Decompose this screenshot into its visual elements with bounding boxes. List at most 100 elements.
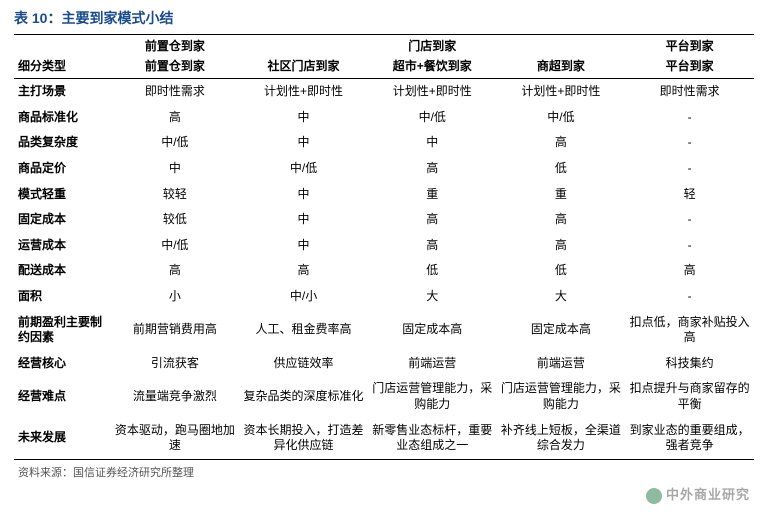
table-cell: 大 [497,284,626,310]
sub-header-3: 商超到家 [497,57,626,79]
sub-header-row: 细分类型 前置仓到家 社区门店到家 超市+餐饮到家 商超到家 平台到家 [14,57,754,79]
table-cell: 前期营销费用高 [111,310,240,351]
table-cell: 资本长期投入，打造差异化供应链 [239,418,368,460]
table-cell: 小 [111,284,240,310]
table-cell: 复杂品类的深度标准化 [239,376,368,417]
group-header-row: 前置仓到家 门店到家 平台到家 [14,35,754,57]
table-cell: 高 [111,258,240,284]
table-cell: 中 [239,233,368,259]
table-cell: 计划性+即时性 [239,79,368,105]
table-cell: 重 [497,182,626,208]
sub-header-2: 超市+餐饮到家 [368,57,497,79]
table-cell: 较低 [111,207,240,233]
table-cell: - [625,284,754,310]
watermark-icon [646,488,662,504]
table-cell: 中 [111,156,240,182]
table-cell: 高 [497,207,626,233]
table-cell: 门店运营管理能力，采购能力 [497,376,626,417]
group-header-1: 门店到家 [239,35,625,57]
summary-table: 前置仓到家 门店到家 平台到家 细分类型 前置仓到家 社区门店到家 超市+餐饮到… [14,34,754,460]
table-row: 前期盈利主要制约因素前期营销费用高人工、租金费率高固定成本高固定成本高扣点低，商… [14,310,754,351]
table-cell: 高 [239,258,368,284]
table-row: 运营成本中/低中高高- [14,233,754,259]
table-cell: - [625,233,754,259]
watermark: 中外商业研究 [646,484,750,504]
table-cell: 流量端竞争激烈 [111,376,240,417]
table-cell: 轻 [625,182,754,208]
table-row: 主打场景即时性需求计划性+即时性计划性+即时性计划性+即时性即时性需求 [14,79,754,105]
row-label: 主打场景 [14,79,111,105]
sub-header-label: 细分类型 [14,57,111,79]
table-cell: 中 [239,105,368,131]
table-cell: - [625,156,754,182]
table-cell: 扣点低，商家补贴投入高 [625,310,754,351]
row-label: 配送成本 [14,258,111,284]
table-cell: 即时性需求 [625,79,754,105]
table-cell: 高 [368,207,497,233]
table-row: 商品标准化高中中/低中/低- [14,105,754,131]
table-cell: 固定成本高 [497,310,626,351]
row-label: 品类复杂度 [14,130,111,156]
table-cell: 高 [625,258,754,284]
table-cell: 计划性+即时性 [368,79,497,105]
group-header-blank [14,35,111,57]
table-cell: - [625,130,754,156]
table-cell: 前端运营 [368,351,497,377]
sub-header-0: 前置仓到家 [111,57,240,79]
table-cell: 资本驱动，跑马圈地加速 [111,418,240,460]
row-label: 前期盈利主要制约因素 [14,310,111,351]
row-label: 面积 [14,284,111,310]
table-row: 固定成本较低中高高- [14,207,754,233]
table-cell: 中 [239,130,368,156]
table-cell: 即时性需求 [111,79,240,105]
table-cell: - [625,105,754,131]
row-label: 运营成本 [14,233,111,259]
table-cell: 高 [368,233,497,259]
table-row: 经营难点流量端竞争激烈复杂品类的深度标准化门店运营管理能力，采购能力门店运营管理… [14,376,754,417]
table-cell: 门店运营管理能力，采购能力 [368,376,497,417]
table-cell: 中/低 [111,233,240,259]
table-title: 表 10：主要到家模式小结 [14,8,754,28]
table-row: 配送成本高高低低高 [14,258,754,284]
table-cell: 高 [368,156,497,182]
table-row: 商品定价中中/低高低- [14,156,754,182]
table-cell: 引流获客 [111,351,240,377]
table-cell: 计划性+即时性 [497,79,626,105]
row-label: 模式轻重 [14,182,111,208]
table-row: 面积小中/小大大- [14,284,754,310]
watermark-text: 中外商业研究 [666,487,750,502]
table-cell: 重 [368,182,497,208]
table-cell: 中/低 [368,105,497,131]
row-label: 商品标准化 [14,105,111,131]
row-label: 商品定价 [14,156,111,182]
table-cell: 高 [111,105,240,131]
table-cell: 扣点提升与商家留存的平衡 [625,376,754,417]
table-cell: 新零售业态标杆，重要业态组成之一 [368,418,497,460]
row-label: 经营核心 [14,351,111,377]
row-label: 经营难点 [14,376,111,417]
table-cell: 补齐线上短板，全渠道综合发力 [497,418,626,460]
table-cell: 较轻 [111,182,240,208]
table-row: 未来发展资本驱动，跑马圈地加速资本长期投入，打造差异化供应链新零售业态标杆，重要… [14,418,754,460]
table-cell: 中/低 [239,156,368,182]
table-cell: 中 [368,130,497,156]
table-cell: 大 [368,284,497,310]
table-cell: 中/低 [497,105,626,131]
table-cell: 固定成本高 [368,310,497,351]
table-row: 经营核心引流获客供应链效率前端运营前端运营科技集约 [14,351,754,377]
table-cell: 中/小 [239,284,368,310]
sub-header-1: 社区门店到家 [239,57,368,79]
table-cell: 中/低 [111,130,240,156]
sub-header-4: 平台到家 [625,57,754,79]
table-cell: 高 [497,130,626,156]
table-cell: 高 [497,233,626,259]
table-row: 模式轻重较轻中重重轻 [14,182,754,208]
source-note: 资料来源：国信证券经济研究所整理 [14,460,754,480]
table-cell: 科技集约 [625,351,754,377]
table-cell: 低 [497,156,626,182]
group-header-0: 前置仓到家 [111,35,240,57]
table-cell: 中 [239,182,368,208]
table-cell: 前端运营 [497,351,626,377]
table-cell: - [625,207,754,233]
table-cell: 到家业态的重要组成，强者竞争 [625,418,754,460]
